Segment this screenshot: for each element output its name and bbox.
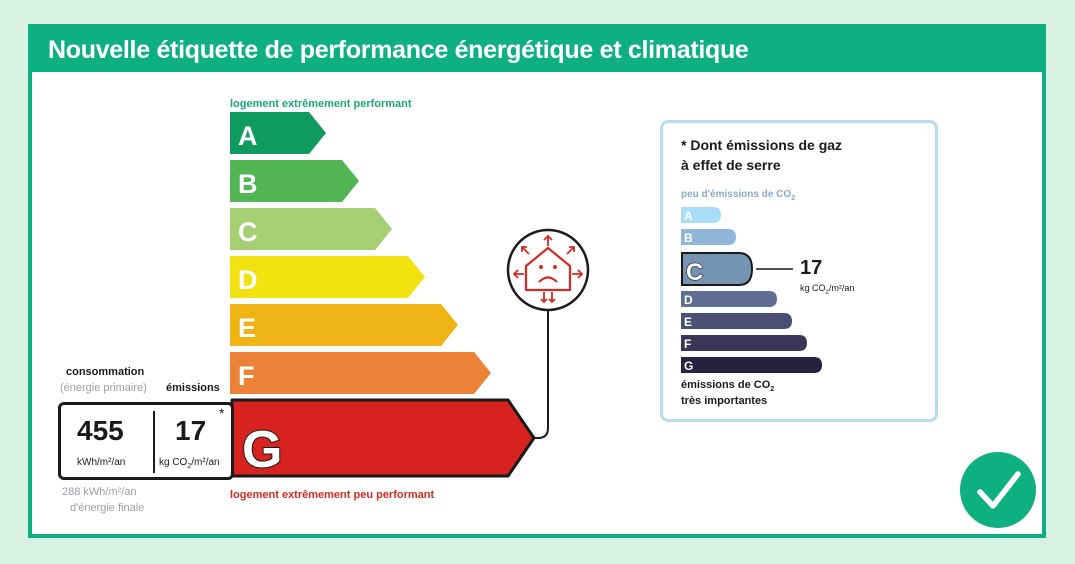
ghg-bar-a	[681, 207, 721, 223]
ghg-class-g: G	[681, 357, 822, 373]
page-title: Nouvelle étiquette de performance énergé…	[48, 36, 749, 64]
box-divider	[153, 411, 155, 473]
energy-bar-e	[230, 304, 458, 346]
energy-letter-a: A	[238, 121, 258, 151]
energy-scale-svg: A B C D E F G	[230, 112, 590, 480]
consumption-heading: consommation	[66, 366, 145, 378]
energy-letter-g-current: G	[242, 421, 282, 479]
ghg-class-f: F	[681, 335, 807, 351]
energy-letter-f: F	[238, 361, 255, 391]
ghg-panel: * Dont émissions de gaz à effet de serre…	[660, 120, 938, 422]
energy-bar-a	[230, 112, 326, 154]
ghg-title-line1: * Dont émissions de gaz	[681, 137, 843, 153]
emissions-heading: émissions	[166, 382, 220, 394]
ghg-bar-c-current	[681, 252, 754, 286]
energy-letter-d: D	[238, 265, 258, 295]
energy-letter-c: C	[238, 217, 258, 247]
header-bar: Nouvelle étiquette de performance énergé…	[32, 28, 1042, 72]
consumption-unit: kWh/m²/an	[77, 457, 126, 468]
energy-class-c: C	[230, 208, 392, 250]
emissions-unit: kg CO2/m²/an	[159, 457, 220, 470]
energy-class-a: A	[230, 112, 326, 154]
ghg-bar-e	[681, 313, 792, 329]
ghg-class-c-current: C	[681, 252, 793, 287]
ghg-letter-g: G	[684, 359, 693, 373]
consumption-value: 455	[77, 415, 124, 446]
ghg-scale-svg: A B C D E F	[681, 207, 822, 373]
ghg-class-d: D	[681, 291, 777, 307]
ghg-class-e: E	[681, 313, 792, 329]
final-energy-line2: d'énergie finale	[70, 502, 145, 514]
energy-label-card: Nouvelle étiquette de performance énergé…	[28, 24, 1046, 538]
ghg-bottom-label-line2: très importantes	[681, 395, 768, 407]
ghg-bar-g	[681, 357, 822, 373]
energy-letter-b: B	[238, 169, 258, 199]
energy-top-label: logement extrêmement performant	[230, 98, 412, 110]
ghg-letter-b: B	[684, 231, 693, 245]
ghg-title-line2: à effet de serre	[681, 157, 781, 173]
ghg-unit: kg CO2/m²/an	[800, 283, 855, 296]
final-energy-line1: 288 kWh/m²/an	[62, 486, 137, 498]
checkmark-icon	[960, 452, 1036, 528]
sad-house-heat-loss-icon	[506, 228, 590, 312]
values-box: 455 kWh/m²/an 17 * kg CO2/m²/an	[58, 402, 234, 480]
energy-bar-c	[230, 208, 392, 250]
energy-bar-d	[230, 256, 425, 298]
energy-bar-f	[230, 352, 491, 394]
ghg-letter-d: D	[684, 293, 693, 307]
energy-class-d: D	[230, 256, 425, 298]
energy-class-e: E	[230, 304, 458, 346]
ghg-class-a: A	[681, 207, 721, 223]
consumption-subheading: (énergie primaire)	[60, 382, 147, 394]
ghg-letter-e: E	[684, 315, 692, 329]
energy-bar-b	[230, 160, 359, 202]
ghg-letter-c-current: C	[686, 259, 703, 286]
ghg-bar-d	[681, 291, 777, 307]
energy-class-g-current: G	[230, 398, 536, 480]
emissions-value: 17	[175, 415, 207, 446]
emissions-asterisk: *	[219, 405, 225, 421]
ghg-value: 17	[800, 257, 823, 279]
connector-line	[534, 310, 549, 439]
ghg-class-b: B	[681, 229, 736, 245]
ghg-bottom-label-line1: émissions de CO2	[681, 379, 775, 394]
ghg-bar-b	[681, 229, 736, 245]
energy-bottom-label: logement extrêmement peu performant	[230, 489, 435, 501]
ghg-bar-f	[681, 335, 807, 351]
ghg-letter-a: A	[684, 209, 693, 223]
ghg-top-label: peu d'émissions de CO2	[681, 189, 796, 202]
ghg-letter-f: F	[684, 337, 691, 351]
energy-letter-e: E	[238, 313, 256, 343]
energy-class-b: B	[230, 160, 359, 202]
energy-class-f: F	[230, 352, 491, 394]
